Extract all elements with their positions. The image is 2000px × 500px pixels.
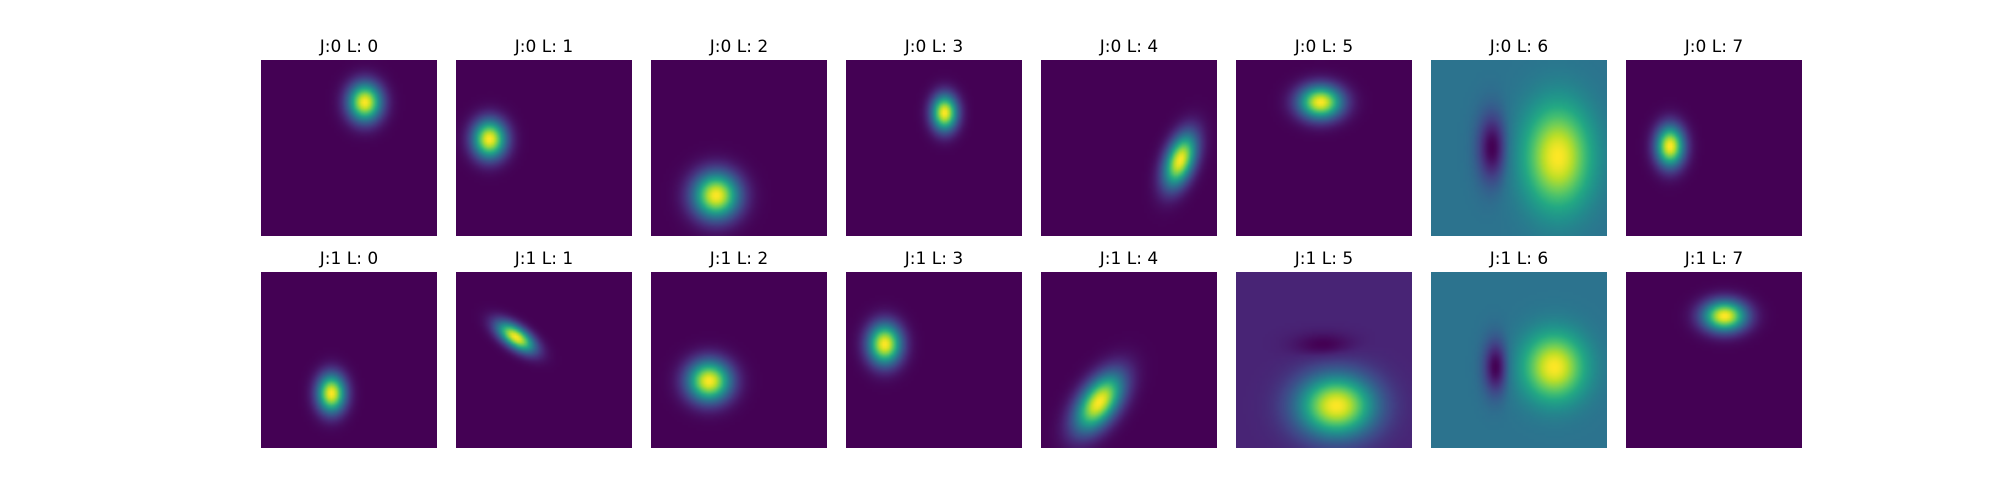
heatmap-image [456,60,632,236]
panel-title: J:1 L: 4 [1099,249,1158,269]
panel-title: J:1 L: 3 [904,249,963,269]
heatmap-panel: J:1 L: 3 [846,249,1022,448]
heatmap-image [456,272,632,448]
panel-title: J:1 L: 6 [1489,249,1548,269]
heatmap-panel: J:1 L: 5 [1236,249,1412,448]
heatmap-image [1236,60,1412,236]
heatmap-panel: J:1 L: 1 [456,249,632,448]
panel-title: J:0 L: 5 [1294,37,1353,57]
panel-title: J:1 L: 1 [514,249,573,269]
panel-title: J:0 L: 2 [709,37,768,57]
heatmap-panel: J:0 L: 1 [456,37,632,236]
heatmap-image [1236,272,1412,448]
heatmap-image [1431,272,1607,448]
panel-title: J:0 L: 4 [1099,37,1158,57]
panel-title: J:0 L: 7 [1684,37,1743,57]
heatmap-image [846,272,1022,448]
heatmap-image [1041,60,1217,236]
heatmap-panel: J:1 L: 2 [651,249,827,448]
heatmap-panel: J:0 L: 4 [1041,37,1217,236]
heatmap-panel: J:0 L: 3 [846,37,1022,236]
heatmap-panel: J:0 L: 0 [261,37,437,236]
panel-grid: J:0 L: 0 J:0 L: 1 J:0 L: 2 J:0 L: 3 J:0 L: 4… [261,37,1802,448]
heatmap-image [261,272,437,448]
heatmap-image [651,272,827,448]
panel-title: J:0 L: 3 [904,37,963,57]
panel-title: J:1 L: 2 [709,249,768,269]
panel-title: J:1 L: 7 [1684,249,1743,269]
panel-title: J:0 L: 6 [1489,37,1548,57]
heatmap-panel: J:1 L: 7 [1626,249,1802,448]
heatmap-panel: J:0 L: 7 [1626,37,1802,236]
heatmap-image [846,60,1022,236]
heatmap-panel: J:1 L: 6 [1431,249,1607,448]
heatmap-panel: J:0 L: 5 [1236,37,1412,236]
panel-title: J:0 L: 1 [514,37,573,57]
heatmap-image [1041,272,1217,448]
heatmap-panel: J:1 L: 0 [261,249,437,448]
heatmap-image [651,60,827,236]
heatmap-image [261,60,437,236]
panel-title: J:1 L: 0 [319,249,378,269]
heatmap-image [1431,60,1607,236]
heatmap-image [1626,60,1802,236]
heatmap-image [1626,272,1802,448]
heatmap-panel: J:0 L: 6 [1431,37,1607,236]
panel-title: J:0 L: 0 [319,37,378,57]
heatmap-panel: J:1 L: 4 [1041,249,1217,448]
heatmap-panel: J:0 L: 2 [651,37,827,236]
panel-title: J:1 L: 5 [1294,249,1353,269]
